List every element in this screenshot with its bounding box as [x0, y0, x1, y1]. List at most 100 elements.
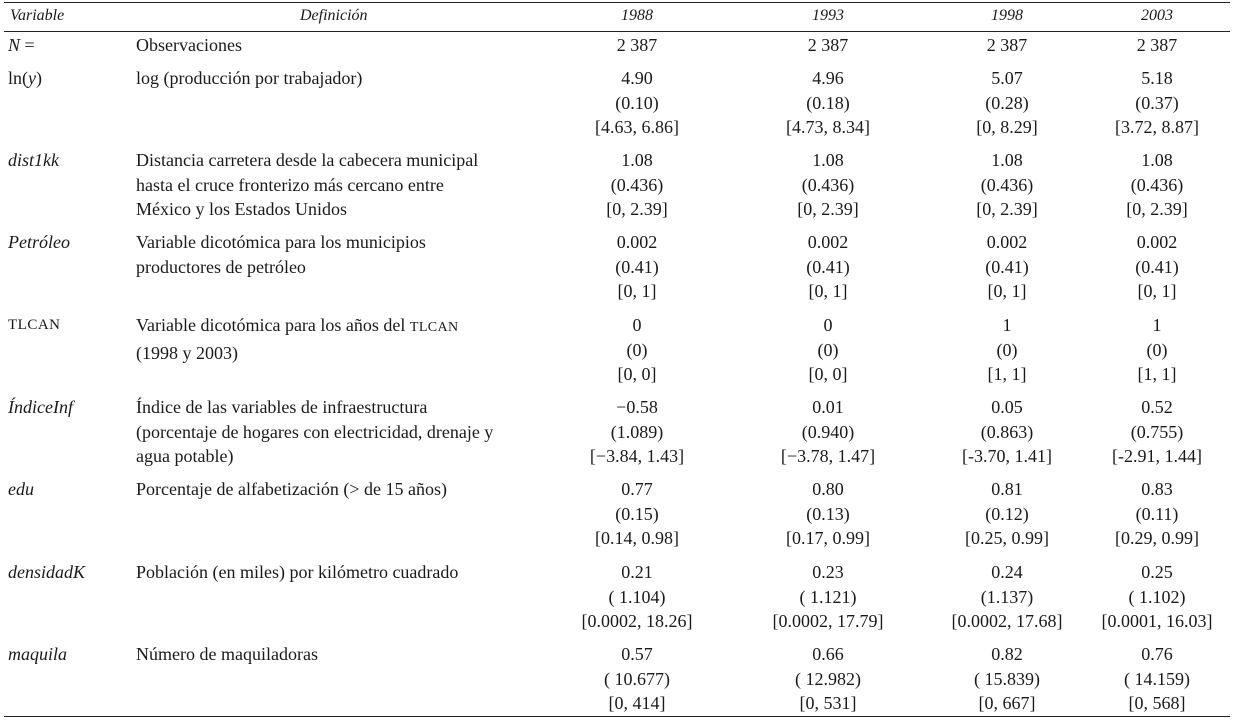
range-value: [0, 414] — [608, 693, 666, 713]
range-value: [0.14, 0.98] — [595, 528, 679, 548]
std-dev-value: (0.12) — [985, 503, 1029, 524]
value-cell-1988: 0.57 ( 10.677) [0, 414] — [572, 642, 702, 716]
range-value: [0, 568] — [1128, 693, 1186, 713]
mean-value: 0.83 — [1141, 479, 1173, 499]
definition-cell: Variable dicotómica para los municipios p… — [136, 230, 426, 279]
value-cell-2003: 1.08 (0.436) [0, 2.39] — [1092, 148, 1222, 222]
mean-value: 1.08 — [621, 150, 653, 170]
mean-value: 1.08 — [812, 150, 844, 170]
value-cell-1988: 2 387 — [572, 33, 702, 58]
std-dev-value: (0.28) — [985, 92, 1029, 113]
value-cell-1988: 0.002 (0.41) [0, 1] — [572, 230, 702, 304]
value-cell-1988: 4.90 (0.10) [4.63, 6.86] — [572, 66, 702, 140]
header-year-1993: 1993 — [812, 7, 844, 24]
std-dev-value: (0.10) — [615, 92, 659, 113]
value-cell-1993: 0.01 (0.940) [−3.78, 1.47] — [763, 395, 893, 469]
std-dev-value: (0.41) — [615, 256, 659, 277]
std-dev-value: (0.436) — [801, 174, 855, 195]
std-dev-value: (1.137) — [980, 586, 1034, 607]
std-dev-value: (0.863) — [980, 421, 1034, 442]
definition-line: log (producción por trabajador) — [136, 68, 363, 88]
std-dev-value: (0.11) — [1135, 503, 1179, 524]
variable-cell: Petróleo — [8, 232, 70, 252]
range-value: [4.73, 8.34] — [786, 117, 870, 137]
value-cell-2003: 0.76 ( 14.159) [0, 568] — [1092, 642, 1222, 716]
value-cell-2003: 0.25 ( 1.102) [0.0001, 16.03] — [1092, 560, 1222, 634]
value-cell-1988: 1.08 (0.436) [0, 2.39] — [572, 148, 702, 222]
definition-line: Porcentaje de alfabetización (> de 15 añ… — [136, 479, 448, 499]
mean-value: 4.90 — [621, 68, 653, 88]
std-dev-value: ( 10.677) — [604, 668, 670, 689]
value-cell-2003: 0.002 (0.41) [0, 1] — [1092, 230, 1222, 304]
mean-value: 0.24 — [991, 562, 1023, 582]
definition-line: Población (en miles) por kilómetro cuadr… — [136, 562, 459, 582]
std-dev-value: (0.18) — [806, 92, 850, 113]
std-dev-value: (0) — [626, 339, 648, 360]
std-dev-value: ( 1.104) — [608, 586, 666, 607]
definition-cell: log (producción por trabajador) — [136, 66, 362, 91]
mean-value: −0.58 — [616, 397, 658, 417]
mean-value: 0.80 — [812, 479, 844, 499]
mean-value: 0.77 — [621, 479, 653, 499]
value-cell-1998: 0.24 (1.137) [0.0002, 17.68] — [942, 560, 1072, 634]
value-cell-1998: 5.07 (0.28) [0, 8.29] — [942, 66, 1072, 140]
variable-cell: ln(y) — [8, 68, 42, 88]
value-cell-2003: 1 (0) [1, 1] — [1092, 313, 1222, 387]
value-cell-1993: 1.08 (0.436) [0, 2.39] — [763, 148, 893, 222]
value-cell-1998: 1 (0) [1, 1] — [942, 313, 1072, 387]
variable-cell: edu — [8, 479, 34, 499]
std-dev-value: (0.41) — [1135, 256, 1179, 277]
definition-line: productores de petróleo — [136, 256, 306, 277]
std-dev-value: (0) — [817, 339, 839, 360]
header-year-2003: 2003 — [1141, 7, 1173, 24]
variable-cell: dist1kk — [8, 150, 59, 170]
mean-value: 0.81 — [991, 479, 1023, 499]
range-value: [0, 2.39] — [797, 199, 859, 219]
definition-cell: Índice de las variables de infraestructu… — [136, 395, 493, 469]
header-variable: Variable — [10, 7, 65, 24]
definition-line: agua potable) — [136, 446, 234, 466]
mean-value: 0.82 — [991, 644, 1023, 664]
range-value: [0, 8.29] — [976, 117, 1038, 137]
value-cell-2003: 2 387 — [1092, 33, 1222, 58]
definition-line: Variable dicotómica para los municipios — [136, 232, 426, 252]
range-value: [0, 2.39] — [1126, 199, 1188, 219]
range-value: [1, 1] — [987, 364, 1027, 384]
definition-cell: Variable dicotómica para los años del TL… — [136, 313, 459, 365]
mean-value: 1 — [1152, 315, 1162, 335]
definition-cell: Número de maquiladoras — [136, 642, 318, 667]
definition-line: (1998 y 2003) — [136, 342, 238, 363]
header-rule — [4, 31, 1230, 32]
mean-value: 1 — [1002, 315, 1012, 335]
header-year-1988: 1988 — [621, 7, 653, 24]
range-value: [0, 1] — [617, 281, 657, 301]
mean-value: 0.23 — [812, 562, 844, 582]
definition-line: Variable dicotómica para los años del TL… — [136, 315, 459, 335]
std-dev-value: (0) — [1146, 339, 1168, 360]
mean-value: 2 387 — [807, 35, 849, 55]
range-value: [0, 0] — [617, 364, 657, 384]
std-dev-value: (0.41) — [806, 256, 850, 277]
std-dev-value: ( 14.159) — [1124, 668, 1190, 689]
value-cell-1993: 4.96 (0.18) [4.73, 8.34] — [763, 66, 893, 140]
range-value: [0, 531] — [799, 693, 857, 713]
std-dev-value: (0.436) — [610, 174, 664, 195]
std-dev-value: ( 12.982) — [795, 668, 861, 689]
mean-value: 1.08 — [991, 150, 1023, 170]
definition-line: (porcentaje de hogares con electricidad,… — [136, 421, 494, 442]
range-value: [0, 2.39] — [606, 199, 668, 219]
value-cell-1993: 0 (0) [0, 0] — [763, 313, 893, 387]
value-cell-2003: 0.52 (0.755) [-2.91, 1.44] — [1092, 395, 1222, 469]
definition-line: Índice de las variables de infraestructu… — [136, 397, 428, 417]
mean-value: 0.21 — [621, 562, 653, 582]
range-value: [0.25, 0.99] — [965, 528, 1049, 548]
range-value: [0, 1] — [987, 281, 1027, 301]
definition-cell: Distancia carretera desde la cabecera mu… — [136, 148, 478, 222]
std-dev-value: (0.755) — [1130, 421, 1184, 442]
range-value: [4.63, 6.86] — [595, 117, 679, 137]
range-value: [-2.91, 1.44] — [1112, 446, 1202, 466]
mean-value: 0.05 — [991, 397, 1023, 417]
variable-cell: ÍndiceInf — [8, 397, 73, 417]
value-cell-1988: 0 (0) [0, 0] — [572, 313, 702, 387]
